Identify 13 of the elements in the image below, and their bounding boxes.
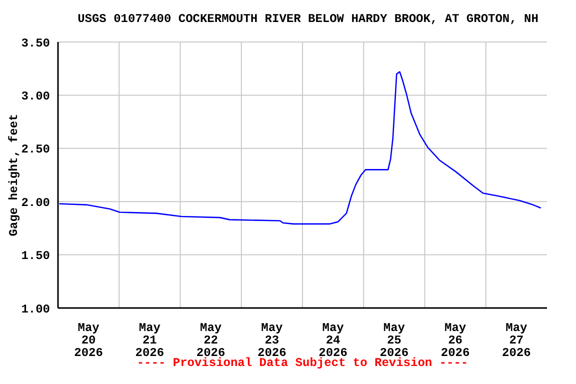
y-tick-label: 2.50 xyxy=(21,142,50,157)
x-tick-label: May 26 2026 xyxy=(440,320,470,360)
y-tick-label: 3.50 xyxy=(21,36,50,50)
y-tick-label: 1.00 xyxy=(21,302,50,316)
chart-title: USGS 01077400 COCKERMOUTH RIVER BELOW HARDY BROOK, AT GROTON, NH xyxy=(76,12,540,26)
x-tick-label: May 21 2026 xyxy=(135,320,164,360)
y-tick-label: 2.00 xyxy=(21,196,50,210)
y-axis-title: Gage height, feet xyxy=(7,114,21,236)
line-series xyxy=(58,71,542,225)
y-tick-label: 1.50 xyxy=(21,249,50,264)
x-tick-label: May 20 2026 xyxy=(74,320,103,360)
y-tick-label: 3.00 xyxy=(21,89,50,104)
x-tick-label: May 27 2026 xyxy=(502,320,531,360)
